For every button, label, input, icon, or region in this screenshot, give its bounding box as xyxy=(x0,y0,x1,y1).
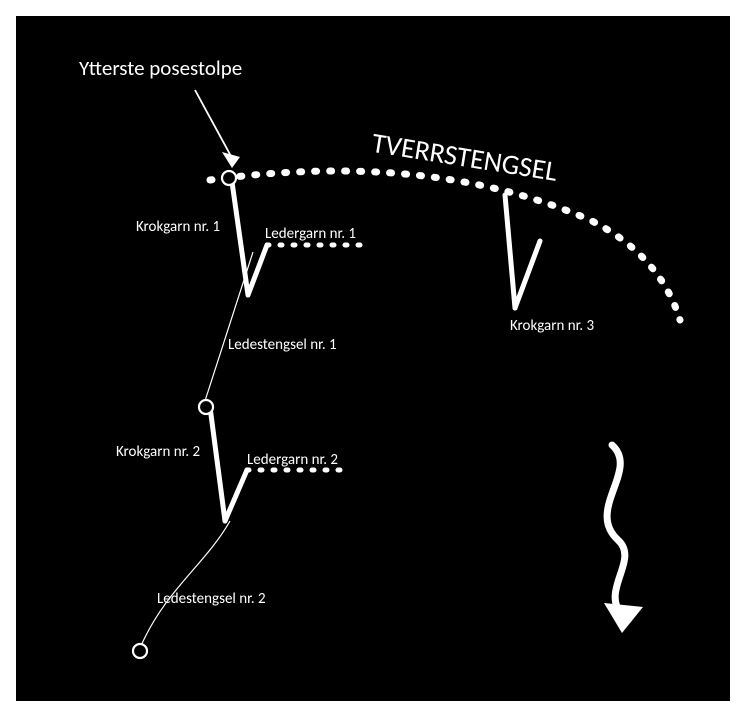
diagram-canvas: Ytterste posestolpe TVERRSTENGSEL Krokga… xyxy=(0,0,746,717)
krok1b xyxy=(248,245,267,295)
ledestengsel1-label: Ledestengsel nr. 1 xyxy=(228,336,337,354)
ledestengsel2-line xyxy=(140,521,230,648)
circle-3 xyxy=(133,644,147,658)
krok3a xyxy=(505,195,515,308)
circle-2 xyxy=(199,400,213,414)
krok2b xyxy=(225,470,247,521)
krokgarn3-label: Krokgarn nr. 3 xyxy=(510,317,594,335)
ledergarn1-label: Ledergarn nr. 1 xyxy=(265,225,356,243)
title-arrow-shaft xyxy=(195,90,232,158)
title-label: Ytterste posestolpe xyxy=(79,55,242,81)
ledergarn2-label: Ledergarn nr. 2 xyxy=(247,451,338,469)
krokgarn2-label: Krokgarn nr. 2 xyxy=(116,443,200,461)
flow-arrow-head xyxy=(604,603,643,633)
circle-1 xyxy=(222,171,236,185)
ledestengsel2-label: Ledestengsel nr. 2 xyxy=(157,590,266,608)
diagram-svg xyxy=(0,0,746,717)
krokgarn1-label: Krokgarn nr. 1 xyxy=(136,218,220,236)
flow-arrow-shaft xyxy=(607,445,625,615)
krok3b xyxy=(515,241,540,308)
krok1a xyxy=(232,182,248,295)
krok2a xyxy=(210,407,225,521)
